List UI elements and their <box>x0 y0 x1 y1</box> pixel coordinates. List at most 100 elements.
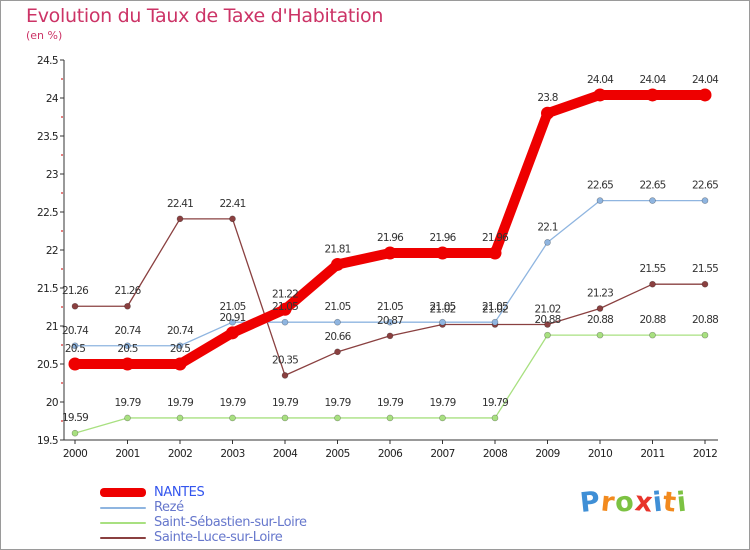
data-label: 19.59 <box>62 412 88 424</box>
data-label: 21.55 <box>692 263 718 275</box>
data-point <box>544 239 551 246</box>
data-label: 21.05 <box>324 301 350 313</box>
data-label: 21.02 <box>482 303 508 315</box>
data-point <box>386 318 394 326</box>
data-label: 20.66 <box>324 331 351 343</box>
data-label: 19.79 <box>429 397 455 409</box>
data-point <box>281 318 289 326</box>
data-point <box>176 414 184 422</box>
data-point <box>596 331 604 339</box>
y-tick-label: 21.5 <box>37 283 58 295</box>
data-point <box>124 342 131 350</box>
x-tick-label: 2005 <box>325 448 349 460</box>
data-point <box>386 414 394 422</box>
data-label: 20.88 <box>692 314 718 326</box>
data-point <box>71 342 79 350</box>
data-label: 20.88 <box>534 314 560 326</box>
data-label: 20.5 <box>65 343 85 355</box>
data-point <box>229 318 236 326</box>
x-tick-label: 2011 <box>640 448 664 460</box>
data-point <box>173 357 187 371</box>
data-point <box>701 197 709 204</box>
y-tick-label: 24 <box>46 93 59 105</box>
data-point <box>71 429 79 437</box>
y-tick-label: 20.5 <box>37 359 58 371</box>
data-point <box>646 88 659 102</box>
data-point <box>226 326 239 340</box>
y-tick-label: 24.5 <box>37 55 58 67</box>
legend-label: NANTES <box>154 485 205 500</box>
y-tick-label: 23 <box>46 169 58 181</box>
legend-swatch <box>100 536 146 539</box>
data-point <box>491 318 499 326</box>
chart-title: Evolution du Taux de Taxe d'Habitation <box>26 5 384 27</box>
legend-label: Saint-Sébastien-sur-Loire <box>154 515 307 530</box>
line-chart: 19.5 20 20.5 21 21.5 22 22.5 23 23.5 24 24.5 2000 20… <box>37 55 720 460</box>
data-point <box>281 414 289 422</box>
data-point <box>649 280 656 288</box>
y-tick-label: 21 <box>46 321 58 333</box>
x-tick-label: 2003 <box>220 448 244 460</box>
data-point <box>278 302 292 316</box>
data-point <box>436 246 449 260</box>
data-label: 20.91 <box>219 312 245 324</box>
x-tick-label: 2009 <box>535 448 559 460</box>
legend-item: Rezé <box>100 500 307 515</box>
y-tick-label: 23.5 <box>37 131 58 143</box>
data-label: 21.26 <box>114 285 141 297</box>
data-point <box>68 357 82 371</box>
data-label: 19.79 <box>272 397 298 409</box>
data-label: 22.1 <box>537 221 557 233</box>
data-label: 21.05 <box>219 301 245 313</box>
data-point <box>281 372 289 379</box>
data-point <box>334 318 341 326</box>
data-label: 21.22 <box>272 288 298 300</box>
x-tick-label: 2006 <box>378 448 403 460</box>
x-tick-label: 2001 <box>115 448 139 460</box>
data-point <box>334 348 341 356</box>
data-point <box>698 88 712 102</box>
data-point <box>491 414 499 422</box>
data-point <box>176 215 184 223</box>
data-label: 19.79 <box>219 397 245 409</box>
data-point <box>439 414 446 422</box>
y-tick-label: 22.5 <box>37 207 58 219</box>
data-label: 20.88 <box>587 314 613 326</box>
x-tick-label: 2010 <box>588 448 612 460</box>
data-label: 21.96 <box>482 232 509 244</box>
legend-swatch <box>100 506 146 509</box>
legend-swatch <box>100 521 146 524</box>
data-point <box>229 414 236 422</box>
data-label: 19.79 <box>114 397 140 409</box>
data-point <box>649 331 656 339</box>
data-label: 20.35 <box>272 354 298 366</box>
data-point <box>596 305 604 312</box>
y-tick-label: 19.5 <box>37 435 58 447</box>
data-point <box>229 215 236 223</box>
x-tick-label: 2008 <box>483 448 507 460</box>
data-label: 21.02 <box>534 303 560 315</box>
data-point <box>121 357 134 371</box>
data-label: 22.65 <box>692 180 718 192</box>
data-label: 21.96 <box>429 232 456 244</box>
data-label: 19.79 <box>324 397 350 409</box>
data-point <box>71 302 79 310</box>
data-point <box>176 342 184 350</box>
data-label: 21.05 <box>272 301 298 313</box>
data-point <box>124 414 131 422</box>
data-label: 24.04 <box>587 74 614 86</box>
legend-label: Rezé <box>154 500 184 515</box>
data-label: 20.74 <box>114 325 141 337</box>
data-label: 22.65 <box>587 180 613 192</box>
data-point <box>544 321 551 328</box>
x-tick-label: 2012 <box>693 448 717 460</box>
x-tick-label: 2007 <box>430 448 454 460</box>
data-label: 20.74 <box>62 325 89 337</box>
data-point <box>331 257 344 271</box>
data-label: 21.55 <box>639 263 665 275</box>
data-label: 21.05 <box>377 301 403 313</box>
data-label: 21.05 <box>482 301 508 313</box>
data-label: 19.79 <box>167 397 193 409</box>
data-label: 22.65 <box>639 180 665 192</box>
legend-item: NANTES <box>100 485 307 500</box>
